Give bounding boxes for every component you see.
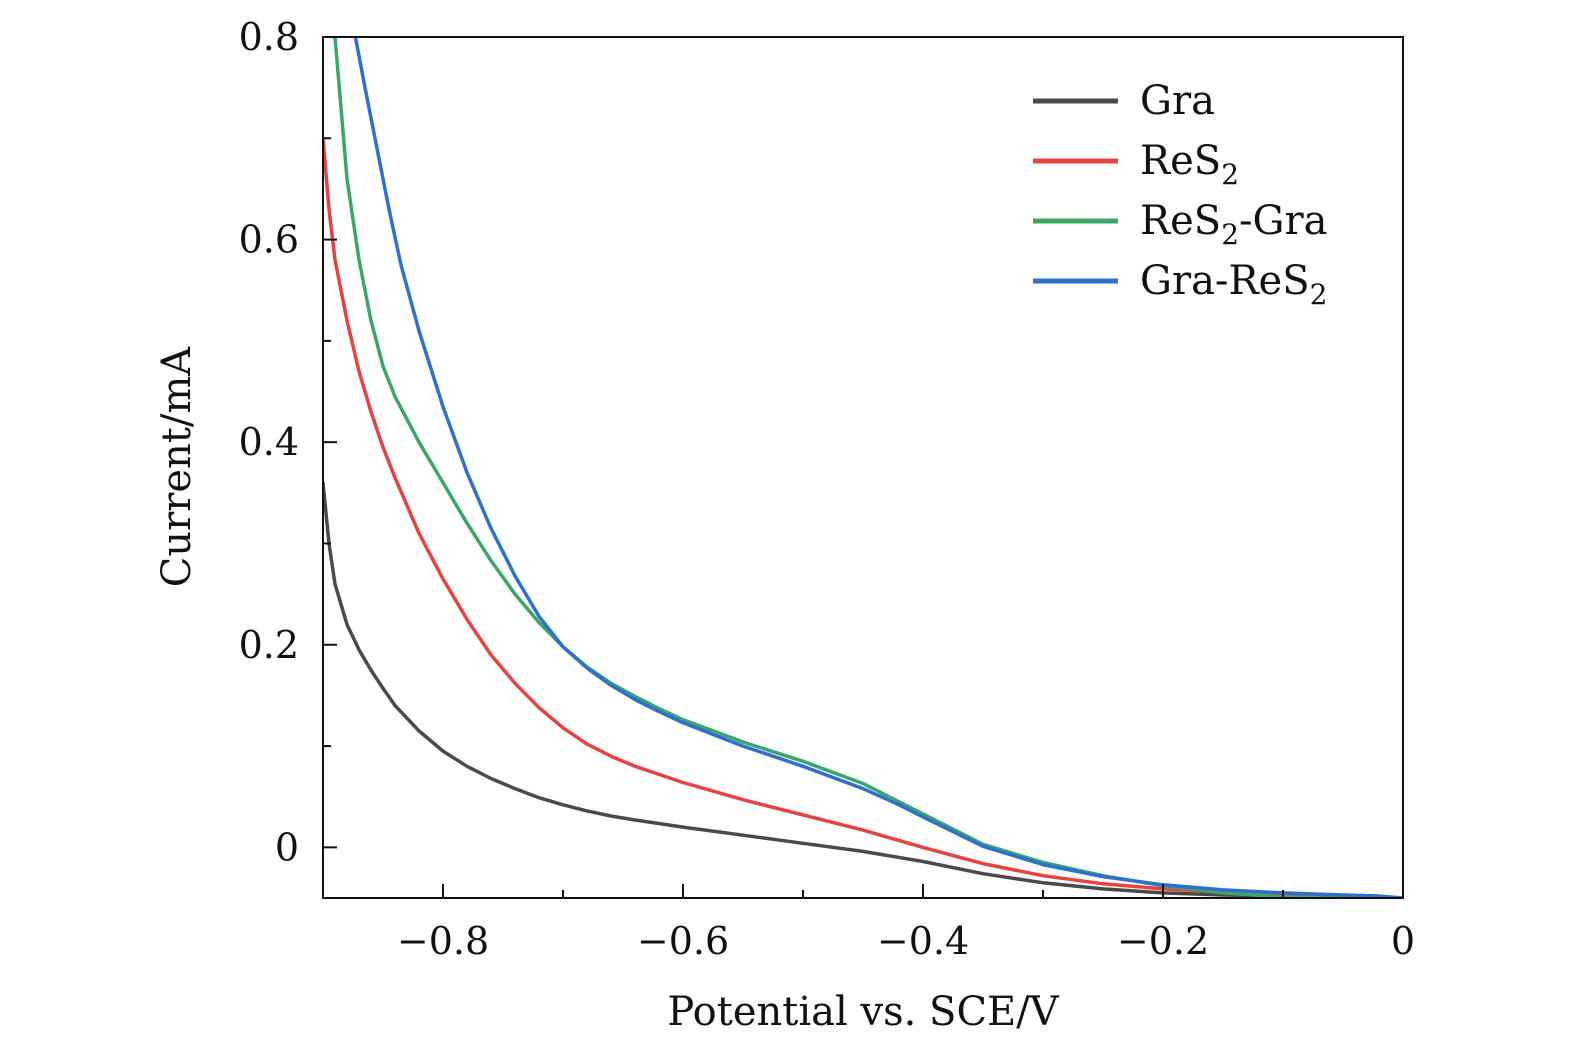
legend-label-2: ReS2-Gra: [1140, 198, 1327, 251]
legend-label-3: Gra-ReS2: [1140, 258, 1327, 311]
x-tick-label: −0.2: [1117, 919, 1209, 963]
legend-label-0: Gra: [1140, 78, 1215, 124]
x-tick-label: −0.8: [397, 919, 489, 963]
series-line-0: [323, 480, 1403, 898]
y-tick-label: 0.8: [239, 15, 299, 59]
ticks-layer: −0.8 −0.6 −0.4 −0.2 0 0 0.2 0.4 0.6 0.8: [239, 15, 1416, 963]
y-tick-label: 0: [275, 825, 299, 869]
legend: Gra ReS2 ReS2-Gra Gra-ReS2: [1033, 78, 1327, 311]
x-axis-title: Potential vs. SCE/V: [667, 989, 1059, 1035]
x-tick-label: −0.6: [637, 919, 729, 963]
series-line-3: [353, 37, 1403, 898]
y-axis-title: Current/mA: [154, 346, 200, 588]
x-tick-label: −0.4: [877, 919, 969, 963]
y-tick-label: 0.2: [239, 623, 299, 667]
series-layer: [323, 37, 1403, 898]
legend-label-1: ReS2: [1140, 138, 1239, 191]
series-line-2: [333, 37, 1403, 898]
plot-frame: [322, 36, 1404, 899]
y-tick-label: 0.6: [239, 218, 299, 262]
x-tick-label: 0: [1391, 919, 1415, 963]
y-tick-label: 0.4: [239, 420, 299, 464]
series-line-1: [323, 136, 1403, 898]
